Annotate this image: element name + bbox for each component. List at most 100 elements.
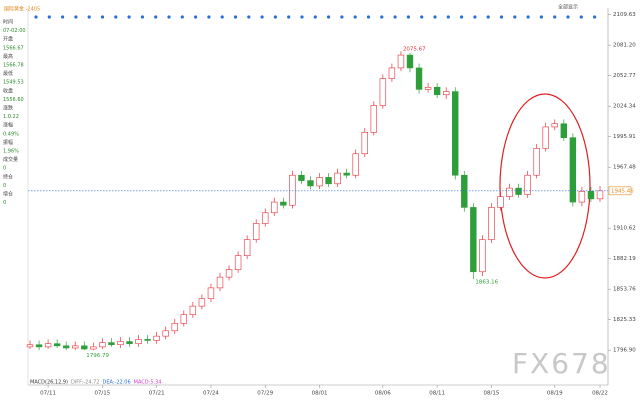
candle-body xyxy=(433,86,441,96)
marker-dot xyxy=(207,15,211,19)
marker-dot xyxy=(553,15,557,19)
candle-body xyxy=(551,123,558,128)
info-text: 0.49% xyxy=(3,131,19,137)
candle-body xyxy=(216,276,224,289)
x-tick-label: 07/24 xyxy=(203,391,219,397)
candle-body xyxy=(524,174,531,195)
x-tick-label: 07/29 xyxy=(257,391,273,397)
candle-body xyxy=(479,239,486,273)
high-annotation: 2075.67 xyxy=(403,47,426,53)
x-tick-label: 08/15 xyxy=(483,391,499,397)
info-text: 持仓 xyxy=(3,173,13,180)
marker-dot xyxy=(127,15,131,19)
candle-body xyxy=(515,187,522,195)
marker-dot xyxy=(74,15,78,19)
candle-body xyxy=(361,132,368,155)
info-text: 最低 xyxy=(3,70,13,77)
marker-dot xyxy=(593,15,597,19)
marker-dot xyxy=(167,15,171,19)
marker-dot xyxy=(114,15,118,19)
info-text: 1566.78 xyxy=(3,63,24,69)
candle-body xyxy=(53,343,61,347)
candle-body xyxy=(44,343,52,348)
marker-dot xyxy=(220,15,224,19)
info-text: 1.0.22 xyxy=(3,114,19,120)
marker-dot xyxy=(47,15,51,19)
candle-body xyxy=(144,339,151,341)
candle-body xyxy=(126,341,133,344)
plot xyxy=(26,51,604,351)
highlight-circle xyxy=(499,93,591,279)
candle-body xyxy=(262,212,269,224)
candle-body xyxy=(506,187,513,197)
y-tick-label: 1995.91 xyxy=(613,134,636,140)
x-tick-label: 08/01 xyxy=(312,391,328,397)
marker-dot xyxy=(486,15,490,19)
show-all-button[interactable]: 全部显示 xyxy=(558,4,578,11)
candle-body xyxy=(81,345,88,350)
candle-body xyxy=(108,342,115,346)
y-tick-label: 2052.77 xyxy=(613,73,636,79)
marker-dot xyxy=(473,15,477,19)
candle-body xyxy=(388,67,396,79)
info-text: 振幅 xyxy=(3,139,13,146)
candle-body xyxy=(587,191,595,200)
marker-dot xyxy=(433,15,437,19)
candle-body xyxy=(72,345,79,349)
info-text: 最高 xyxy=(3,53,13,60)
header: 国际黄金 -2405 xyxy=(4,6,40,13)
candle-body xyxy=(135,339,142,344)
marker-dot xyxy=(366,15,371,19)
candle-body xyxy=(343,172,350,176)
current-price-label: 1945.46 xyxy=(611,188,634,194)
marker-dot xyxy=(353,15,357,19)
marker-dot xyxy=(34,15,38,19)
macd-label: DEA:-22.06 xyxy=(102,380,130,386)
marker-dot xyxy=(513,15,517,19)
info-text: 1566.67 xyxy=(3,45,24,51)
x-tick-label: 08/22 xyxy=(592,391,608,397)
candle-body xyxy=(35,344,43,348)
candle-body xyxy=(234,255,242,270)
macd-label: DIFF:-24.72 xyxy=(71,380,100,386)
marker-dot xyxy=(61,15,65,19)
watermark: FX678 xyxy=(512,347,611,380)
y-tick-label: 1967.48 xyxy=(613,165,636,171)
candle-body xyxy=(406,54,414,69)
info-text: 07-02:00 xyxy=(3,28,26,34)
y-tick-label: 1910.62 xyxy=(613,226,636,232)
info-text: 1.96% xyxy=(3,149,19,155)
candle-body xyxy=(452,91,459,176)
candle-body xyxy=(298,174,305,181)
marker-dot xyxy=(247,15,251,19)
current-price-box xyxy=(608,186,632,196)
marker-dot xyxy=(194,15,198,19)
y-tick-label: 2109.63 xyxy=(613,12,636,18)
candle-body xyxy=(542,126,549,149)
candle-body xyxy=(26,344,34,348)
marker-dot xyxy=(566,15,570,19)
candle-body xyxy=(560,123,568,138)
info-text: 涨幅 xyxy=(3,122,13,129)
y-tick-label: 1796.90 xyxy=(613,348,636,354)
candle-body xyxy=(370,105,378,133)
marker-dot xyxy=(460,15,464,19)
x-tick-label: 08/06 xyxy=(375,391,391,397)
candle-body xyxy=(153,335,160,341)
candle-body xyxy=(470,207,477,273)
candle-body xyxy=(424,86,432,90)
marker-dot xyxy=(539,15,544,19)
y-tick-label: 2081.20 xyxy=(613,43,636,49)
y-tick-label: 1853.76 xyxy=(613,287,636,293)
marker-dot xyxy=(327,15,331,19)
info-text: 1549.53 xyxy=(3,80,24,86)
candle-body xyxy=(271,201,278,214)
x-tick-label: 07/15 xyxy=(94,391,110,397)
candle-body xyxy=(252,223,260,240)
low-annotation: 1796.79 xyxy=(86,353,109,359)
candle-body xyxy=(90,346,97,350)
info-text: 0 xyxy=(3,183,6,189)
marker-dot xyxy=(579,15,583,19)
